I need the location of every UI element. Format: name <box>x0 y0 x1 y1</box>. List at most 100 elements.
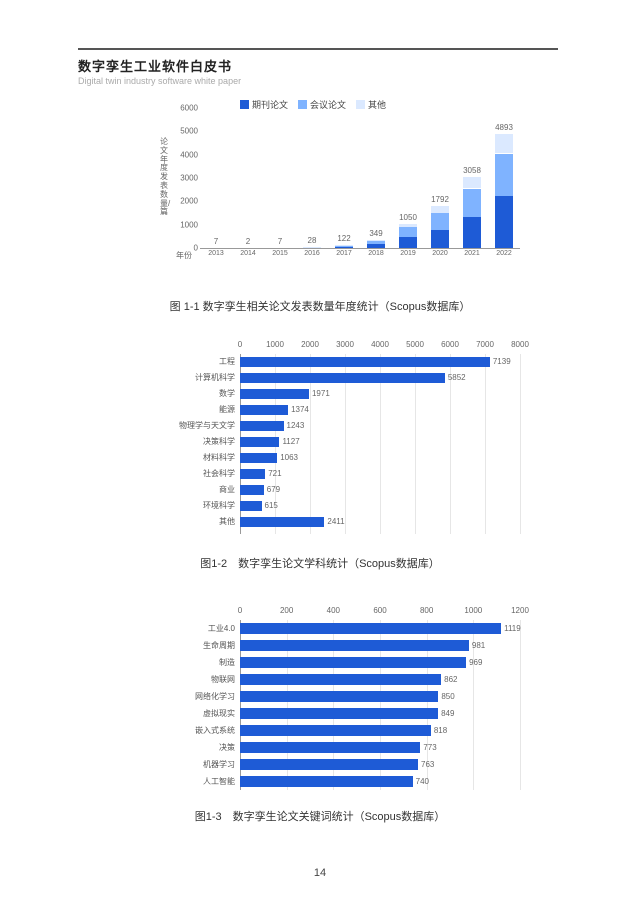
chart2-row: 环境科学 615 <box>160 500 530 512</box>
chart3-horizontal-bar: 020040060080010001200 工业4.01119生命周期981制造… <box>160 608 530 803</box>
chart1-value-label: 3058 <box>463 166 481 175</box>
chart2-value-label: 1063 <box>280 452 298 464</box>
chart3-row: 虚拟现实849 <box>160 707 530 720</box>
chart1-bar-segment <box>495 134 513 154</box>
chart3-x-tick: 800 <box>420 606 433 615</box>
chart2-row: 计算机科学5852 <box>160 372 530 384</box>
chart1-value-label: 7 <box>278 237 282 246</box>
chart1-x-label: 2018 <box>368 250 384 257</box>
chart1-bar-segment <box>463 177 481 189</box>
chart3-row-label: 决策 <box>160 741 235 754</box>
chart2-row: 能源1374 <box>160 404 530 416</box>
chart2-x-tick: 6000 <box>441 340 459 349</box>
chart3-bar <box>240 691 438 702</box>
chart2-value-label: 5852 <box>448 372 466 384</box>
chart2-row-label: 能源 <box>160 404 235 416</box>
chart1-value-label: 349 <box>369 229 382 238</box>
chart2-row: 数学1971 <box>160 388 530 400</box>
chart3-bar <box>240 657 466 668</box>
chart3-value-label: 981 <box>472 639 485 652</box>
chart3-row: 人工智能740 <box>160 775 530 788</box>
chart2-bar <box>240 421 284 431</box>
chart2-caption: 图1-2 数字孪生论文学科统计（Scopus数据库） <box>0 555 640 571</box>
chart3-row-label: 机器学习 <box>160 758 235 771</box>
chart1-caption: 图 1-1 数字孪生相关论文发表数量年度统计（Scopus数据库） <box>0 298 640 314</box>
chart3-bar <box>240 776 413 787</box>
page-header: 数字孪生工业软件白皮书 Digital twin industry softwa… <box>78 56 241 86</box>
chart2-row: 材料科学1063 <box>160 452 530 464</box>
header-rule <box>78 48 558 50</box>
chart2-value-label: 1127 <box>282 436 299 448</box>
chart3-bar <box>240 759 418 770</box>
chart1-y-tick: 4000 <box>174 150 198 159</box>
chart1-bar-segment <box>431 206 449 213</box>
chart1-bar-segment <box>335 245 353 246</box>
chart3-row: 网络化学习 850 <box>160 690 530 703</box>
chart1-bar-segment <box>495 154 513 197</box>
chart2-x-tick: 7000 <box>476 340 494 349</box>
chart1-y-label: 论文年度发表数量/篇 <box>160 138 170 217</box>
chart3-value-label: 763 <box>421 758 434 771</box>
chart3-value-label: 969 <box>469 656 482 669</box>
chart2-value-label: 7139 <box>493 356 511 368</box>
chart2-value-label: 2411 <box>327 516 344 528</box>
chart2-bar <box>240 389 309 399</box>
chart1-x-label: 2022 <box>496 250 512 257</box>
chart3-row-label: 生命周期 <box>160 639 235 652</box>
chart2-row-label: 数学 <box>160 388 235 400</box>
chart3-bar <box>240 640 469 651</box>
chart2-bar <box>240 357 490 367</box>
chart3-bar <box>240 708 438 719</box>
chart2-x-tick: 5000 <box>406 340 424 349</box>
chart2-row-label: 其他 <box>160 516 235 528</box>
chart3-row: 嵌入式系统 818 <box>160 724 530 737</box>
chart3-row: 机器学习 763 <box>160 758 530 771</box>
chart3-row: 物联网862 <box>160 673 530 686</box>
chart3-caption: 图1-3 数字孪生论文关键词统计（Scopus数据库） <box>0 808 640 824</box>
chart2-row-label: 社会科学 <box>160 468 235 480</box>
chart1-x-label: 2017 <box>336 250 352 257</box>
chart1-bar-segment <box>463 189 481 217</box>
chart3-bar <box>240 623 501 634</box>
chart3-bar <box>240 742 420 753</box>
chart1-bar-segment <box>367 241 385 244</box>
chart3-value-label: 850 <box>441 690 454 703</box>
chart1-value-label: 28 <box>308 236 317 245</box>
chart1-value-label: 4893 <box>495 123 513 132</box>
chart2-bar <box>240 405 288 415</box>
chart3-x-tick: 600 <box>373 606 386 615</box>
chart2-bar <box>240 485 264 495</box>
page-number: 14 <box>0 867 640 879</box>
chart2-row-label: 环境科学 <box>160 500 235 512</box>
chart2-bar <box>240 437 279 447</box>
chart2-row: 物理学与天文学1243 <box>160 420 530 432</box>
chart3-x-tick: 400 <box>327 606 340 615</box>
chart1-x-label: 2016 <box>304 250 320 257</box>
chart2-value-label: 1243 <box>287 420 305 432</box>
chart3-row-label: 网络化学习 <box>160 690 235 703</box>
chart3-value-label: 818 <box>434 724 447 737</box>
chart3-row-label: 物联网 <box>160 673 235 686</box>
chart3-bar <box>240 674 441 685</box>
chart2-bar <box>240 469 265 479</box>
chart3-value-label: 849 <box>441 707 454 720</box>
chart1-bar-segment <box>367 240 385 241</box>
chart2-value-label: 615 <box>265 500 278 512</box>
chart3-x-tick: 1200 <box>511 606 529 615</box>
chart2-bar <box>240 517 324 527</box>
chart1-x-label: 2014 <box>240 250 256 257</box>
chart2-row-label: 决策科学 <box>160 436 235 448</box>
chart3-row-label: 人工智能 <box>160 775 235 788</box>
chart1-x-title: 年份 <box>176 250 192 261</box>
chart1-bar-segment <box>495 196 513 248</box>
chart3-row-label: 嵌入式系统 <box>160 724 235 737</box>
chart2-row: 其他 2411 <box>160 516 530 528</box>
chart1-x-label: 2019 <box>400 250 416 257</box>
chart3-row: 制造969 <box>160 656 530 669</box>
chart1-value-label: 2 <box>246 237 250 246</box>
chart3-row: 决策773 <box>160 741 530 754</box>
chart1-y-tick: 2000 <box>174 197 198 206</box>
chart2-horizontal-bar: 010002000300040005000600070008000 工程7139… <box>160 342 530 552</box>
chart2-bar <box>240 453 277 463</box>
chart1-bar-segment <box>335 246 353 247</box>
